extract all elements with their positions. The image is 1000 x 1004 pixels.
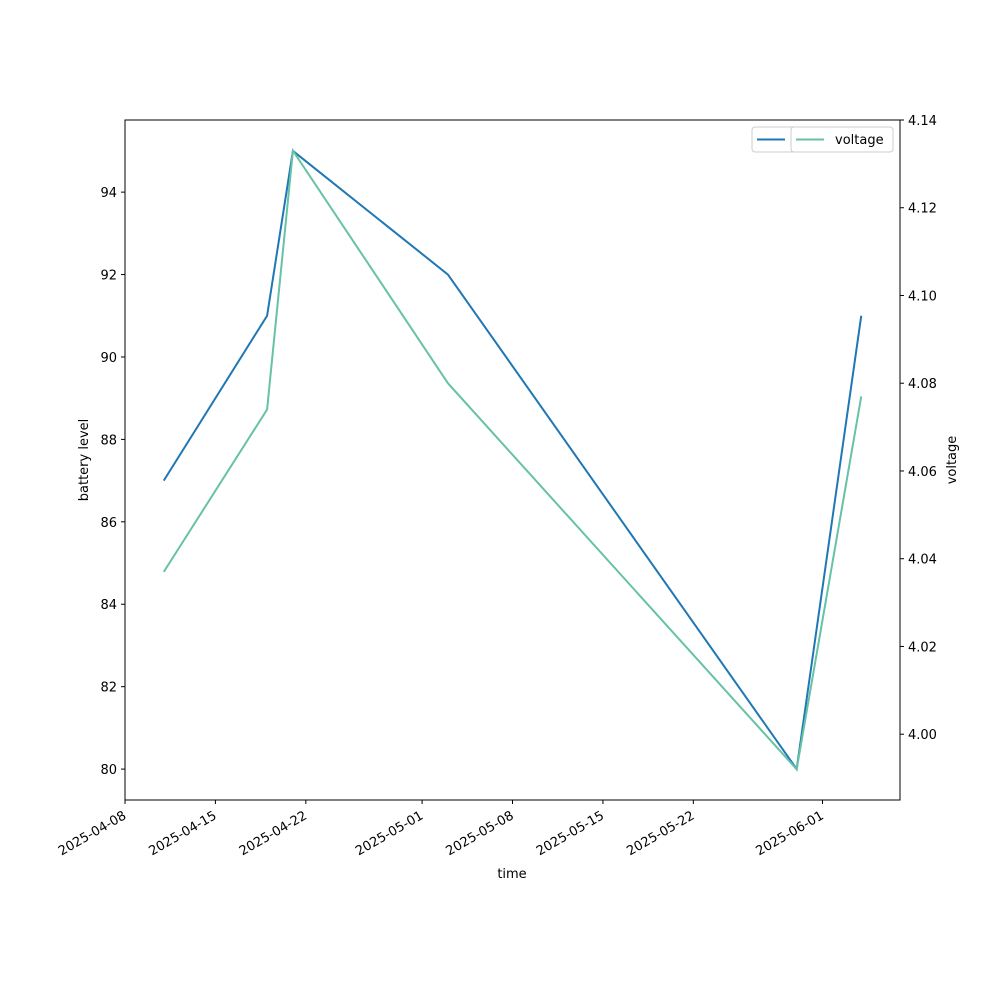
line-series: [162, 149, 863, 772]
legend-box: [790, 126, 894, 153]
legend: voltage: [790, 126, 894, 153]
y-tick-label: 86: [100, 516, 117, 531]
x-axis-label: time: [497, 867, 526, 882]
y2-axis-label: voltage: [945, 436, 960, 485]
y2-tick-label: 4.02: [908, 640, 937, 655]
y2-tick-label: 4.10: [908, 289, 937, 304]
y-tick-label: 82: [100, 681, 117, 696]
y-tick-label: 90: [100, 351, 117, 366]
y2-tick-label: 4.00: [908, 728, 937, 743]
y-tick-label: 84: [100, 598, 117, 613]
y-axis-label: battery level: [77, 419, 92, 502]
y2-tick-label: 4.06: [908, 465, 937, 480]
y-tick-label: 88: [100, 433, 117, 448]
legend-label: voltage: [835, 133, 884, 148]
y-tick-label: 80: [100, 763, 117, 778]
y-tick-label: 92: [100, 269, 117, 284]
y2-tick-label: 4.08: [908, 377, 937, 392]
line-series: [162, 147, 863, 772]
y-tick-label: 94: [100, 186, 117, 201]
y2-tick-label: 4.04: [908, 553, 937, 568]
y2-tick-label: 4.14: [908, 114, 937, 129]
y2-tick-label: 4.12: [908, 202, 937, 217]
plot-frame: [124, 119, 901, 801]
